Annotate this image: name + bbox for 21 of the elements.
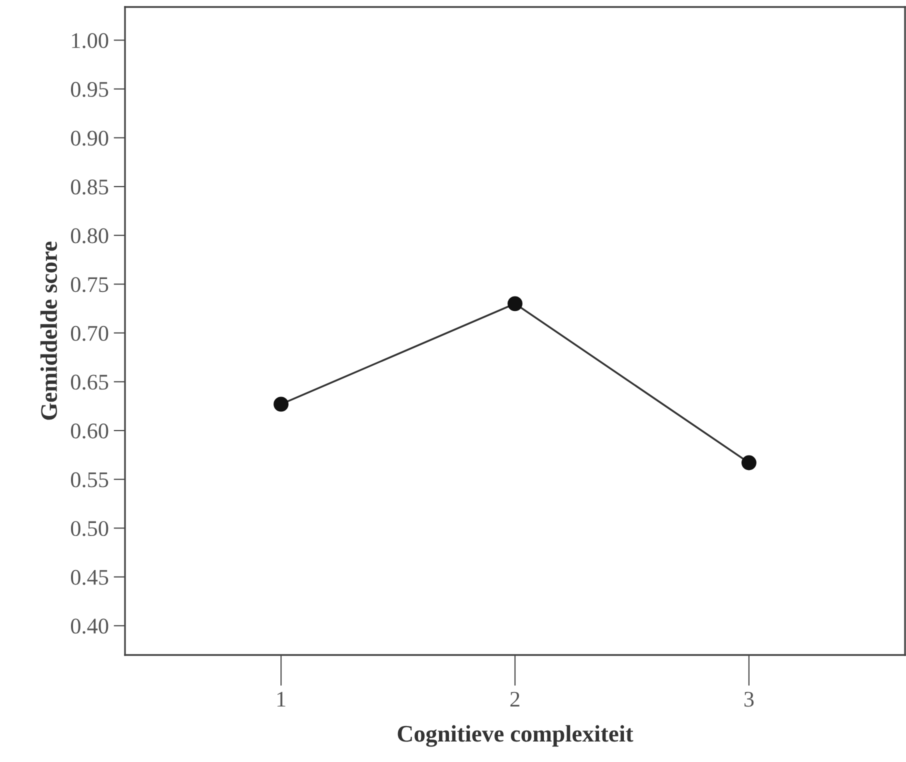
point [741, 455, 756, 470]
y-tick-label: 1.00 [72, 33, 108, 48]
y-tick-label: 0.40 [70, 618, 108, 634]
y-tick-label: 0.90 [70, 130, 108, 146]
point [274, 396, 289, 412]
y-tick-label: 0.70 [70, 326, 108, 341]
y-tick-label: 0.65 [70, 374, 108, 390]
y-tick-label: 0.95 [70, 82, 108, 97]
y-tick-label: 0.75 [70, 277, 108, 292]
x-tick-label: 2 [510, 692, 520, 707]
y-tick-label: 0.50 [70, 521, 108, 536]
y-tick-label: 0.60 [70, 423, 108, 439]
point [508, 296, 522, 312]
x-tick-label: 1 [277, 692, 286, 707]
y-tick-label: 0.85 [70, 180, 108, 195]
x-tick-label: 3 [744, 692, 754, 707]
y-axis-title: Gemiddelde score [40, 242, 58, 420]
x-axis-title: Cognitieve complexiteit [398, 725, 634, 747]
y-tick-label: 0.80 [70, 228, 108, 244]
y-tick-label: 0.45 [70, 570, 108, 585]
y-tick-label: 0.55 [70, 472, 108, 488]
